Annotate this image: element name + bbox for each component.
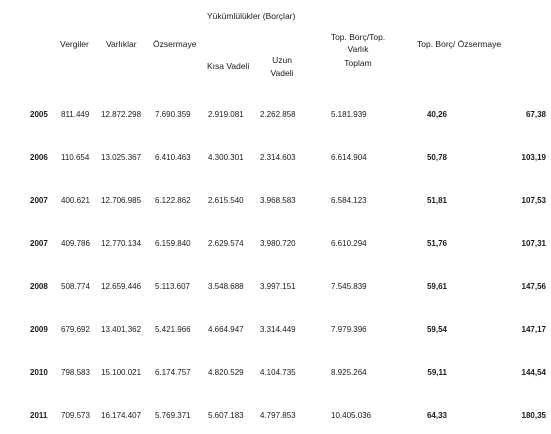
row-year: 2008 <box>30 282 48 291</box>
row-toplam: 6.610.294 <box>331 239 367 248</box>
row-kisa-vadeli: 4.820.529 <box>208 368 244 377</box>
row-kisa-vadeli: 2.919.081 <box>208 110 244 119</box>
row-kisa-vadeli: 4.300.301 <box>208 153 244 162</box>
row-ratio-borc-ozsermaye: 103,19 <box>521 153 546 162</box>
row-uzun-vadeli: 2.262.858 <box>260 110 296 119</box>
row-ratio-borc-varlik: 59,54 <box>426 325 447 334</box>
row-year: 2009 <box>30 325 48 334</box>
row-varliklar: 13.401.362 <box>101 325 142 334</box>
row-uzun-vadeli: 2.314.603 <box>260 153 296 162</box>
row-ratio-borc-varlik: 51,81 <box>426 196 447 205</box>
row-kisa-vadeli: 2.615.540 <box>208 196 244 205</box>
row-vergiler: 709.573 <box>61 411 90 420</box>
row-year: 2010 <box>30 368 48 377</box>
col-header-vergiler: Vergiler <box>60 39 89 49</box>
col-header-uzun-vadeli: Uzun Vadeli <box>262 55 302 78</box>
row-kisa-vadeli: 5.607.183 <box>208 411 244 420</box>
row-toplam: 5.181.939 <box>331 110 367 119</box>
row-kisa-vadeli: 2.629.574 <box>208 239 244 248</box>
row-toplam: 10.405.036 <box>331 411 372 420</box>
table-row: 2005 811.449 12.872.298 7.690.359 2.919.… <box>0 109 551 121</box>
row-uzun-vadeli: 4.797.853 <box>260 411 296 420</box>
col-header-topborc-ozsermaye: Top. Borç/ Özsermaye <box>417 39 502 49</box>
col-header-uzun-line1: Uzun <box>272 55 292 65</box>
row-kisa-vadeli: 4.664.947 <box>208 325 244 334</box>
row-ratio-borc-ozsermaye: 144,54 <box>521 368 546 377</box>
row-toplam: 7.979.396 <box>331 325 367 334</box>
row-year: 2005 <box>30 110 48 119</box>
row-ozsermaye: 6.122.862 <box>155 196 191 205</box>
table-row: 2006 110.654 13.025.367 6.410.463 4.300.… <box>0 152 551 164</box>
row-varliklar: 13.025.367 <box>101 153 142 162</box>
row-varliklar: 12.872.298 <box>101 110 142 119</box>
row-varliklar: 12.659.446 <box>101 282 142 291</box>
table-row: 2007 400.621 12.706.985 6.122.862 2.615.… <box>0 195 551 207</box>
row-ozsermaye: 6.159.840 <box>155 239 191 248</box>
row-uzun-vadeli: 4.104.735 <box>260 368 296 377</box>
col-header-kisa-vadeli: Kısa Vadeli <box>207 61 250 71</box>
row-varliklar: 15.100.021 <box>101 368 142 377</box>
row-year: 2011 <box>30 411 48 420</box>
row-toplam: 8.925.264 <box>331 368 367 377</box>
row-varliklar: 16.174.407 <box>101 411 142 420</box>
row-ozsermaye: 5.769.371 <box>155 411 191 420</box>
col-header-uzun-line2: Vadeli <box>270 68 294 78</box>
row-vergiler: 400.621 <box>61 196 90 205</box>
row-varliklar: 12.770.134 <box>101 239 142 248</box>
row-toplam: 6.584.123 <box>331 196 367 205</box>
row-vergiler: 409.786 <box>61 239 90 248</box>
table-row: 2010 798.583 15.100.021 6.174.757 4.820.… <box>0 367 551 379</box>
table-row: 2008 508.774 12.659.446 5.113.607 3.548.… <box>0 281 551 293</box>
col-header-topborc-line1: Top. Borç/Top. <box>330 32 386 42</box>
row-uzun-vadeli: 3.314.449 <box>260 325 296 334</box>
row-varliklar: 12.706.985 <box>101 196 142 205</box>
row-ratio-borc-ozsermaye: 107,31 <box>521 239 546 248</box>
row-ratio-borc-varlik: 51,76 <box>426 239 447 248</box>
row-ratio-borc-ozsermaye: 107,53 <box>521 196 546 205</box>
row-ratio-borc-varlik: 50,78 <box>426 153 447 162</box>
col-header-topborc-line2: Varlık <box>347 44 369 54</box>
row-ratio-borc-varlik: 59,61 <box>426 282 447 291</box>
row-toplam: 7.545.839 <box>331 282 367 291</box>
row-ozsermaye: 7.690.359 <box>155 110 191 119</box>
col-header-toplam: Toplam <box>344 58 372 68</box>
row-ozsermaye: 6.410.463 <box>155 153 191 162</box>
row-kisa-vadeli: 3.548.688 <box>208 282 244 291</box>
table-row: 2011 709.573 16.174.407 5.769.371 5.607.… <box>0 410 551 422</box>
row-year: 2006 <box>30 153 48 162</box>
row-ozsermaye: 6.174.757 <box>155 368 191 377</box>
row-vergiler: 110.654 <box>61 153 90 162</box>
col-header-topborc-varlik: Top. Borç/Top. Varlık Toplam <box>318 32 398 68</box>
row-ozsermaye: 5.421.966 <box>155 325 191 334</box>
row-uzun-vadeli: 3.997.151 <box>260 282 296 291</box>
row-vergiler: 508.774 <box>61 282 90 291</box>
row-year: 2007 <box>30 239 48 248</box>
row-ozsermaye: 5.113.607 <box>155 282 190 291</box>
table-row: 2009 679.692 13.401.362 5.421.966 4.664.… <box>0 324 551 336</box>
row-ratio-borc-varlik: 59,11 <box>427 368 447 377</box>
row-toplam: 6.614.904 <box>331 153 367 162</box>
row-vergiler: 798.583 <box>61 368 90 377</box>
row-uzun-vadeli: 3.968.583 <box>260 196 296 205</box>
table-row: 2007 409.786 12.770.134 6.159.840 2.629.… <box>0 238 551 250</box>
row-ratio-borc-ozsermaye: 180,35 <box>521 411 546 420</box>
group-title: Yükümlülükler (Borçlar) <box>207 11 296 21</box>
row-ratio-borc-ozsermaye: 147,56 <box>521 282 546 291</box>
row-vergiler: 679.692 <box>61 325 90 334</box>
row-ratio-borc-varlik: 64,33 <box>426 411 447 420</box>
row-ratio-borc-ozsermaye: 67,38 <box>525 110 546 119</box>
col-header-ozsermaye: Özsermaye <box>153 39 197 49</box>
row-year: 2007 <box>30 196 48 205</box>
row-vergiler: 811.449 <box>61 110 90 119</box>
row-ratio-borc-varlik: 40,26 <box>426 110 447 119</box>
row-uzun-vadeli: 3.980.720 <box>260 239 296 248</box>
row-ratio-borc-ozsermaye: 147,17 <box>521 325 546 334</box>
col-header-varliklar: Varlıklar <box>106 39 137 49</box>
